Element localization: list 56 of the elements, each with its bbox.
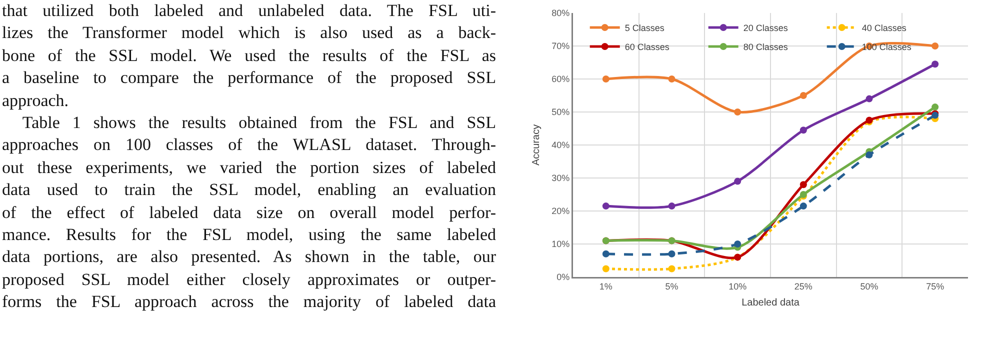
point [602,202,610,210]
y-tick-label: 80% [552,8,570,18]
text: a baseline to compare the performance of the proposed SSL [2,67,496,90]
x-tick-label: 5% [665,281,678,292]
point [800,181,807,188]
point [734,240,742,248]
point [932,60,939,68]
point [734,178,742,185]
text: that utilized both labeled and unlabeled data. The FSL uti- [2,0,496,22]
point [932,104,939,111]
x-tick-label: 75% [926,281,944,292]
text: out these experiments, we varied the portion sizes of labeled [2,156,496,179]
legend-label: 40 Classes [862,23,907,34]
x-tick-label: 1% [599,281,612,292]
point [668,265,676,272]
text: of the effect of labeled data size on overall model perfor- [2,202,496,224]
x-tick-label: 10% [728,281,747,292]
x-tick-label: 25% [794,281,812,292]
legend-label: 5 Classes [624,23,665,34]
point [800,126,807,134]
x-axis-title: Labeled data [742,298,800,309]
text: approach. [2,90,70,112]
point [668,76,676,82]
y-tick-label: 40% [552,140,570,150]
text: lizes the Transformer model which is also used as a back- [2,22,496,44]
legend-label: 80 Classes [743,42,788,52]
text: data portions, are also presented. As shown in the table, our [2,246,496,268]
y-tick-label: 0% [556,272,570,282]
y-axis-title: Accuracy [530,124,542,166]
y-tick-label: 60% [552,74,570,84]
text: bone of the SSL model. We used the results of the FSL as [2,44,496,67]
text: approaches on 100 classes of the WLASL dataset. Through- [2,134,496,156]
point [866,95,873,102]
legend-label: 60 Classes [624,42,670,52]
point [932,42,939,50]
y-tick-label: 10% [552,239,570,250]
point [800,202,807,210]
point [734,108,742,116]
point [602,250,610,258]
legend-label: 20 Classes [743,23,788,34]
point [668,202,676,210]
point [668,250,676,258]
point [602,265,610,272]
point [800,92,807,99]
y-tick-label: 70% [552,41,570,52]
y-tick-label: 50% [552,107,570,118]
text: data used to train the SSL model, enabling an evaluation [2,179,496,202]
x-tick-label: 50% [860,281,878,292]
text: proposed SSL model either closely approximates or outper- [2,268,496,291]
point [602,76,610,82]
y-tick-label: 30% [552,173,570,184]
y-tick-label: 20% [552,206,570,216]
caption: Table 1 shows the results obtained from the FSL and SSL [21,112,496,134]
text: forms the FSL approach across the majority of labeled data [2,291,496,314]
point [866,151,873,158]
text: mance. Results for the FSL model, using the same labeled [2,224,496,246]
